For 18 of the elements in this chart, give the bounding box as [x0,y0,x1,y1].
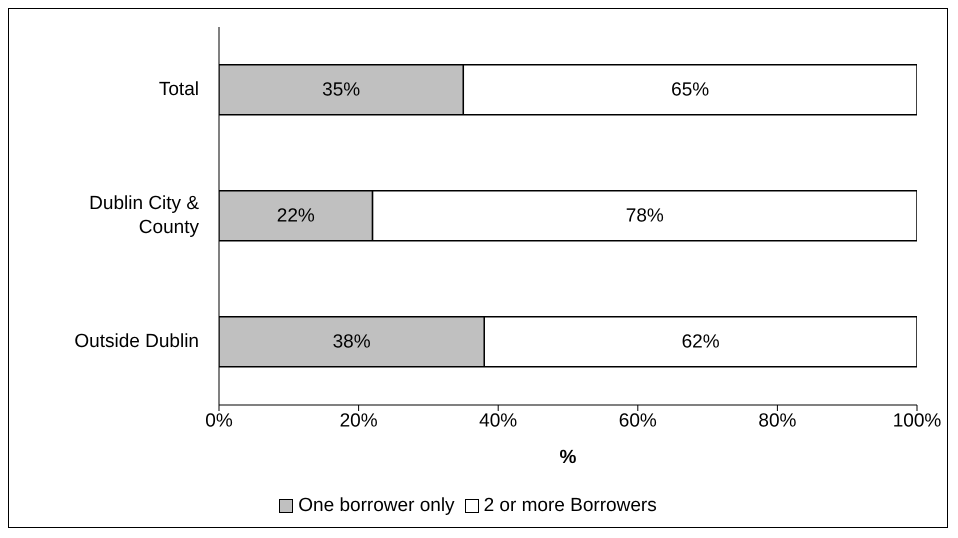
data-label: 38% [332,331,371,352]
x-tick-label: 100% [892,410,942,432]
y-tick-label: Total [158,79,199,100]
data-label: 62% [682,331,720,352]
x-tick-label: 80% [758,410,797,432]
x-axis-title: % [560,447,577,468]
data-label: 22% [276,205,315,226]
legend-label: 2 or more Borrowers [482,495,657,517]
data-label: 35% [322,79,360,100]
x-tick-label: 20% [340,410,378,432]
data-label: 78% [626,205,664,226]
legend-label: One borrower only [297,495,455,517]
x-tick-label: 0% [205,410,233,432]
y-tick-label: Outside Dublin [74,331,199,352]
x-tick-label: 40% [479,410,518,432]
data-label: 65% [671,79,710,100]
y-tick-label: Dublin City & County [89,193,200,238]
x-tick-label: 60% [618,410,657,432]
